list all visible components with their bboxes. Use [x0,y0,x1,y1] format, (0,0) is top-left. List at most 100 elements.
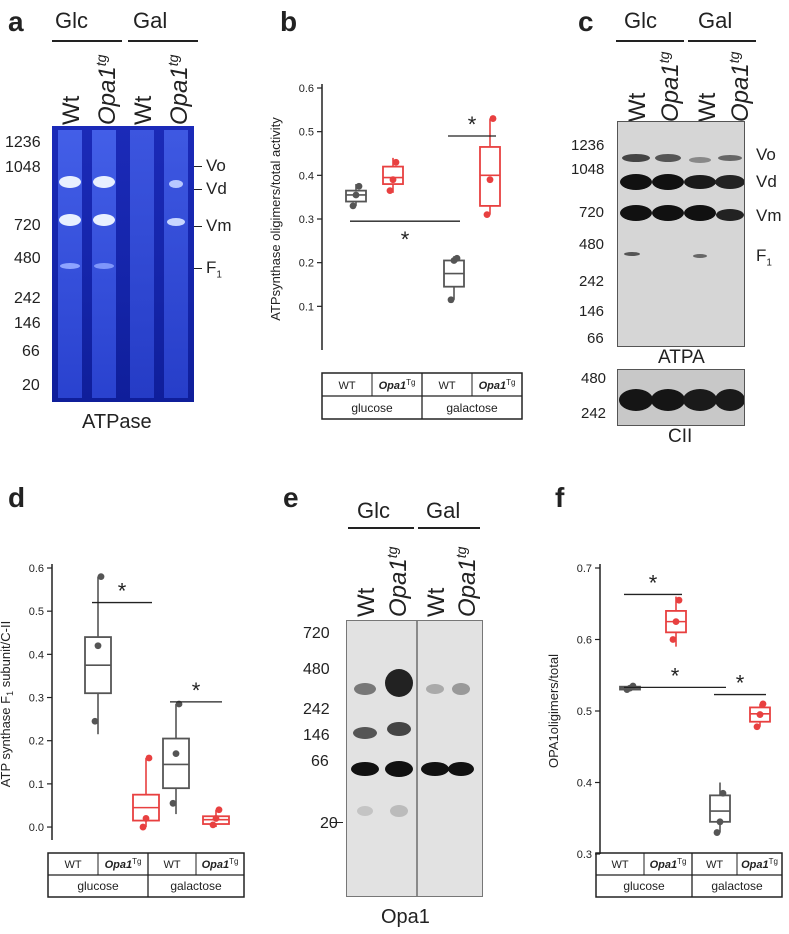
y-axis-label: OPA1oligimers/total [548,654,561,768]
data-point [392,158,400,166]
band-label-vm-c: Vm [756,206,782,225]
data-point [215,806,223,814]
y-tick-label: 0.3 [299,214,314,226]
category-label: WT [64,859,81,871]
data-point [97,573,105,581]
cii-marker-242: 242 [581,405,607,422]
marker-66-c: 66 [587,330,604,347]
data-point [483,211,491,219]
atpase-gel [52,126,194,402]
marker-480-c: 480 [579,236,605,253]
marker-146-e: 146 [303,727,330,744]
atpa-blot-bands [618,122,744,346]
marker-1048-c: 1048 [571,161,605,178]
data-point [489,115,497,122]
y-tick-label: 0.3 [29,693,44,705]
lane-label-opa1-gal: Opa1tg [165,54,193,125]
y-tick-label: 0.1 [29,779,44,791]
data-point [355,182,363,190]
caption-atpa: ATPA [658,347,705,368]
box [709,794,731,823]
y-tick-label: 0.0 [29,822,44,834]
cii-blot-bands [618,370,744,425]
lane-label-opa1-gal-e: Opa1tg [453,546,481,617]
atpase-gel-lanes [58,130,188,398]
marker-242-c: 242 [579,273,605,290]
data-point [352,191,360,199]
panel-letter-b: b [280,6,298,37]
y-tick-label: 0.6 [299,83,314,95]
significance-star: * [401,227,410,252]
marker-242-e: 242 [303,701,330,718]
significance-star: * [468,112,477,137]
data-point [169,799,177,807]
data-point [759,700,767,708]
lane-label-wt-glc-c: Wt [624,92,651,122]
band-label-f1: F1 [206,258,222,281]
y-tick-label: 0.2 [299,258,314,270]
panel-letter-f: f [555,482,565,513]
box [382,165,404,185]
lane-label-opa1-glc-e: Opa1tg [384,546,412,617]
band-label-vo: Vo [206,156,226,175]
caption-opa1: Opa1 [381,906,430,928]
band-label-vo-c: Vo [756,145,776,164]
y-tick-label: 0.4 [29,649,44,661]
panel-letter-c: c [578,6,594,37]
significance-star: * [118,579,127,604]
y-tick-label: 0.5 [29,606,44,618]
data-point [453,254,461,262]
y-tick-label: 0.1 [299,301,314,313]
lane-label-wt-gal-c: Wt [694,92,721,122]
y-tick-label: 0.3 [577,849,592,861]
data-point [94,642,102,650]
y-axis-label: ATPsynthase oligimers/total activity [268,117,283,321]
lane-label-opa1-gal-c: Opa1tg [726,51,754,122]
group-line-glc-e [348,527,414,529]
significance-star: * [671,663,680,688]
marker-146-c: 146 [579,303,605,320]
caption-cii: CII [668,426,693,447]
category-label: Opa1Tg [105,857,142,871]
condition-label: glucose [351,401,393,415]
data-point [349,202,357,210]
band-label-vd-c: Vd [756,172,777,191]
marker-1236-c: 1236 [571,137,605,154]
y-tick-label: 0.4 [299,170,314,182]
significance-star: * [649,570,658,595]
category-label: Opa1Tg [479,378,516,392]
cii-marker-480: 480 [581,370,607,387]
group-label-gal: Gal [133,8,168,33]
data-point [145,754,153,762]
lane-label-wt-gal-e: Wt [423,587,450,617]
data-point [669,636,677,643]
marker-20-tick [331,822,343,823]
y-tick-label: 0.5 [577,706,592,718]
data-point [716,818,724,826]
condition-label: galactose [170,879,222,893]
marker-66-e: 66 [311,753,329,770]
band-tick-vm [194,226,202,227]
data-point [756,711,764,718]
group-label-gal-c: Gal [698,8,733,33]
marker-20: 20 [22,377,40,394]
category-label: Opa1Tg [741,857,778,871]
marker-720-e: 720 [303,625,330,642]
marker-480: 480 [14,250,41,267]
significance-star: * [736,671,745,696]
category-label: Opa1Tg [379,378,416,392]
data-point [486,176,494,184]
condition-label: glucose [77,879,119,893]
group-line-glc-c [616,40,684,42]
panel-letter-a: a [8,6,24,37]
group-label-glc-c: Glc [624,8,657,33]
data-point [447,296,455,304]
data-point [139,823,147,831]
lane-label-opa1-glc-c: Opa1tg [656,51,684,122]
lane-label-wt-glc: Wt [58,95,85,125]
condition-label: glucose [623,879,665,893]
marker-66: 66 [22,343,40,360]
data-point [212,815,220,822]
condition-label: galactose [446,401,498,415]
category-label: WT [438,380,455,392]
